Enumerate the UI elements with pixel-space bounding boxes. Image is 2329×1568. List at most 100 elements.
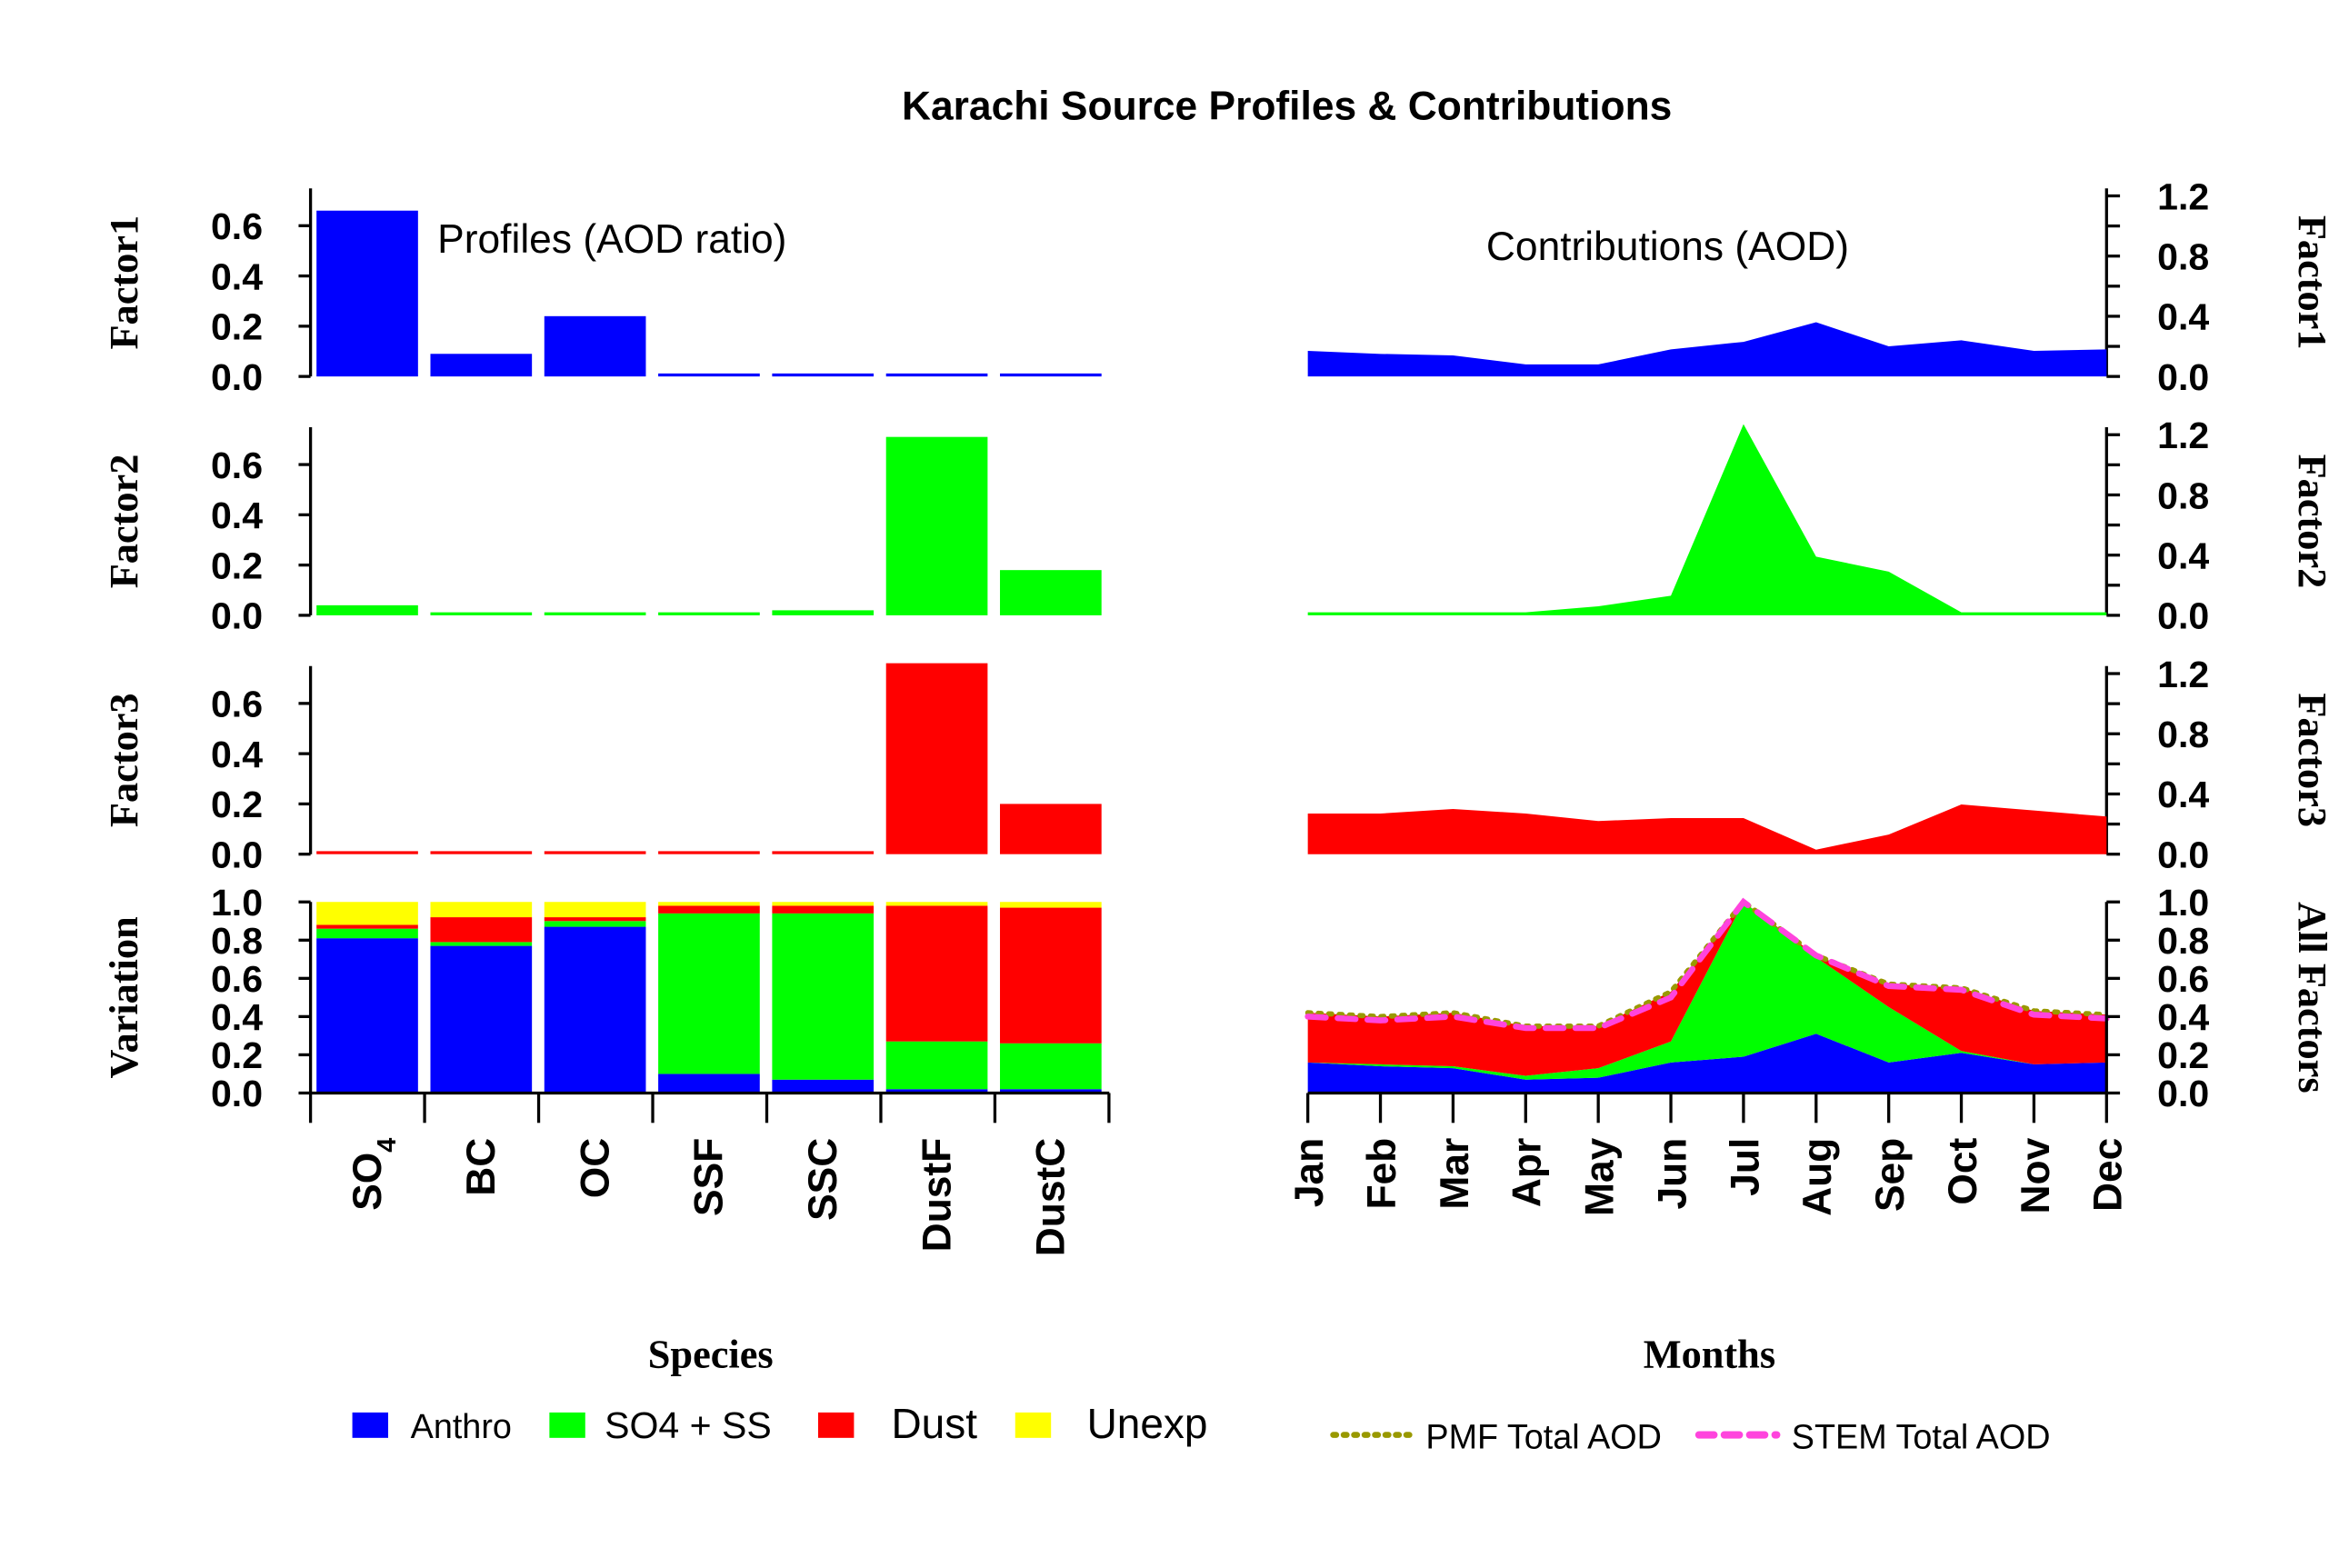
stacked-bar-oc-unexp — [544, 902, 646, 918]
y-tick-label: 0.0 — [211, 834, 263, 875]
y-tick-label: 0.4 — [2157, 996, 2209, 1038]
legend-swatch — [817, 1412, 855, 1438]
bar-dustc-factor2 — [1000, 570, 1102, 615]
bar-dustf-factor1 — [885, 373, 988, 377]
stacked-area-so4-ss — [1307, 902, 2107, 1080]
panel-ylabel-right: All Factors — [2290, 902, 2329, 1094]
stacked-bar-bc-so4-ss — [430, 942, 533, 946]
species-xlabel: Species — [648, 1332, 774, 1377]
area-factor2 — [1307, 424, 2107, 615]
x-tick-label-month: Apr — [1505, 1138, 1550, 1207]
stacked-bar-ssc-anthro — [772, 1079, 875, 1094]
y-tick-label: 0.0 — [2157, 834, 2209, 875]
stacked-bar-ssf-so4-ss — [658, 913, 760, 1074]
stacked-bar-dustc-unexp — [1000, 902, 1102, 908]
x-tick-label-species: DustF — [915, 1138, 959, 1253]
y-tick-label: 0.2 — [2157, 1034, 2209, 1076]
stacked-bar-so4-unexp — [316, 902, 418, 925]
legend-label: Dust — [891, 1400, 977, 1447]
bar-ssf-factor2 — [658, 612, 760, 615]
y-tick-label: 0.4 — [2157, 774, 2209, 815]
stacked-bar-dustf-so4-ss — [885, 1041, 988, 1090]
stacked-bar-ssc-so4-ss — [772, 913, 875, 1080]
x-tick-label-month: Aug — [1795, 1138, 1840, 1216]
y-tick-label: 0.8 — [2157, 235, 2209, 277]
y-tick-label: 0.8 — [2157, 714, 2209, 755]
legend-label: Unexp — [1087, 1400, 1208, 1447]
profiles-annotation: Profiles (AOD ratio) — [437, 217, 786, 262]
stacked-bar-dustc-dust — [1000, 907, 1102, 1044]
bar-dustf-factor2 — [885, 436, 988, 615]
stacked-bar-ssf-dust — [658, 905, 760, 914]
y-tick-label: 0.8 — [2157, 920, 2209, 962]
stacked-bar-bc-anthro — [430, 945, 533, 1094]
panel-ylabel-right: Factor2 — [2290, 454, 2329, 589]
y-tick-label: 0.6 — [211, 205, 263, 247]
y-tick-label: 0.0 — [211, 595, 263, 637]
y-tick-label: 1.2 — [2157, 414, 2209, 456]
stacked-bar-bc-dust — [430, 917, 533, 943]
x-tick-label-month: Nov — [2014, 1137, 2058, 1213]
panel-ylabel: Factor1 — [101, 215, 146, 350]
y-tick-label: 0.4 — [211, 996, 263, 1038]
legend-swatch — [352, 1412, 388, 1438]
stacked-bar-oc-so4-ss — [544, 921, 646, 927]
y-tick-label: 0.8 — [2157, 474, 2209, 516]
stacked-bar-bc-unexp — [430, 902, 533, 918]
chart-title: Karachi Source Profiles & Contributions — [902, 85, 1672, 129]
y-tick-label: 1.0 — [2157, 882, 2209, 924]
months-xlabel: Months — [1644, 1332, 1775, 1377]
bar-oc-factor1 — [544, 315, 646, 377]
legend-label: Anthro — [411, 1408, 512, 1446]
panel-ylabel-right: Factor1 — [2290, 215, 2329, 350]
stacked-bar-so4-so4-ss — [316, 928, 418, 939]
stacked-bar-oc-dust — [544, 917, 646, 922]
line-stem-total-aod — [1304, 897, 2110, 1032]
y-tick-label: 0.6 — [211, 444, 263, 486]
y-tick-label: 0.0 — [211, 356, 263, 398]
bar-so4-factor2 — [316, 604, 418, 615]
x-tick-label-month: Jan — [1287, 1138, 1332, 1207]
x-tick-label-month: Oct — [1941, 1138, 1985, 1205]
y-tick-label: 0.4 — [211, 255, 263, 297]
y-tick-label: 1.2 — [2157, 654, 2209, 695]
x-tick-label-species: SSF — [687, 1138, 732, 1216]
y-tick-label: 0.0 — [2157, 356, 2209, 398]
stacked-bar-ssf-unexp — [658, 902, 760, 906]
stacked-bar-ssc-unexp — [772, 902, 875, 906]
bar-oc-factor3 — [544, 851, 646, 854]
y-tick-label: 0.8 — [211, 920, 263, 962]
bar-so4-factor1 — [316, 210, 418, 377]
x-tick-label-species: BC — [459, 1138, 504, 1196]
area-factor3 — [1307, 804, 2107, 854]
bar-dustc-factor1 — [1000, 373, 1102, 377]
stacked-bar-so4-dust — [316, 924, 418, 929]
y-tick-label: 0.2 — [211, 1034, 263, 1076]
bar-bc-factor3 — [430, 851, 533, 854]
legend-swatch — [549, 1412, 585, 1438]
stacked-area-dust — [1307, 902, 2107, 1076]
stacked-bar-so4-anthro — [316, 938, 418, 1094]
panel-ylabel-right: Factor3 — [2290, 693, 2329, 827]
x-tick-label-month: Jun — [1650, 1138, 1694, 1210]
legend-label: STEM Total AOD — [1792, 1418, 2051, 1456]
x-tick-label-month: Sep — [1868, 1138, 1913, 1212]
bar-ssc-factor3 — [772, 851, 875, 854]
bar-ssc-factor1 — [772, 373, 875, 377]
y-tick-label: 1.0 — [211, 882, 263, 924]
x-tick-label-month: Dec — [2086, 1138, 2131, 1212]
stacked-bar-ssf-anthro — [658, 1074, 760, 1094]
stacked-bar-dustc-anthro — [1000, 1089, 1102, 1094]
y-tick-label: 0.6 — [211, 684, 263, 725]
bar-oc-factor2 — [544, 612, 646, 615]
stacked-area-anthro — [1307, 1034, 2107, 1094]
panel-ylabel: Variation — [101, 916, 146, 1078]
bar-so4-factor3 — [316, 851, 418, 854]
bar-dustf-factor3 — [885, 663, 988, 854]
y-tick-label: 0.2 — [211, 306, 263, 348]
y-tick-label: 0.6 — [2157, 958, 2209, 1000]
bar-ssf-factor3 — [658, 851, 760, 854]
stacked-bar-oc-anthro — [544, 926, 646, 1094]
y-tick-label: 0.4 — [211, 494, 263, 536]
